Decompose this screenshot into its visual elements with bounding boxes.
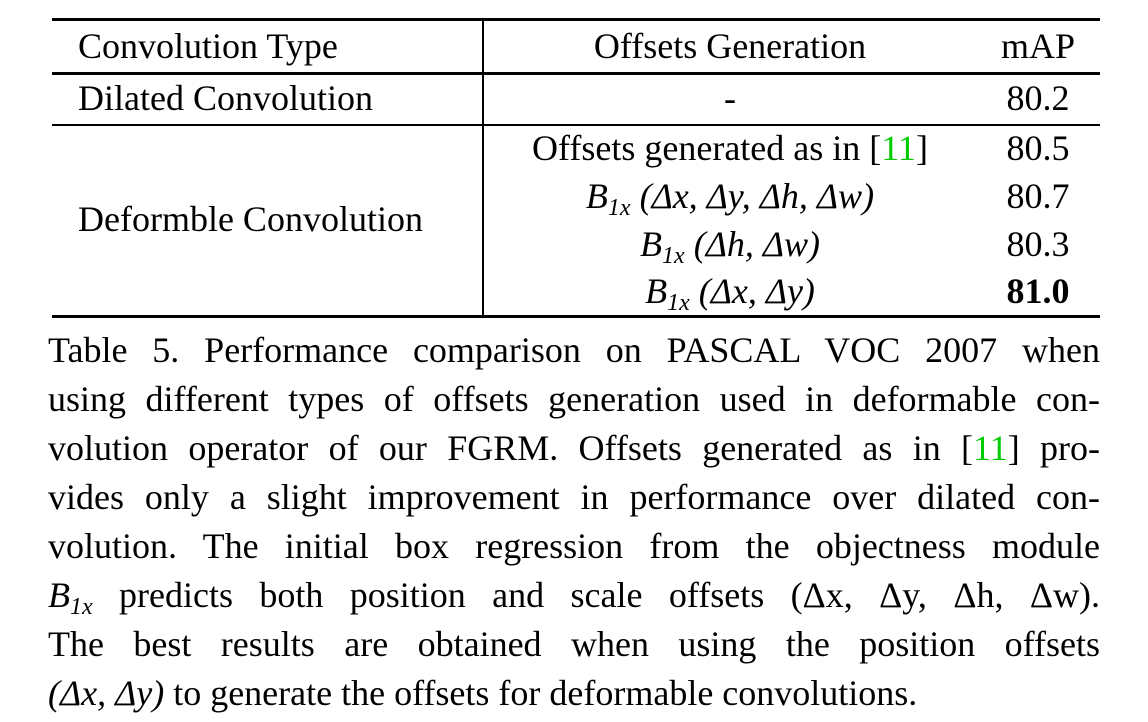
row-deformable-offsets-3: B1x (Δh, Δw) <box>484 224 976 276</box>
offsets-args-scale: (Δh, Δw) <box>693 224 820 264</box>
offsets-args-full: (Δx, Δy, Δh, Δw) <box>639 176 875 216</box>
row-deformable-map-1: 80.5 <box>1006 128 1070 168</box>
caption-line-7: The best results are obtained when using… <box>48 624 1100 664</box>
caption-citation-link[interactable]: 11 <box>973 428 1008 468</box>
offsets-args-position: (Δx, Δy) <box>698 271 815 311</box>
table-column-divider <box>482 21 484 315</box>
b-symbol: B <box>585 176 608 216</box>
b-subscript: 1x <box>662 243 685 269</box>
caption-line-2: using different types of offsets generat… <box>48 379 1100 419</box>
caption-line-6-text: predicts both position and scale offsets… <box>92 575 1100 615</box>
table-top-rule <box>52 18 1100 21</box>
citation-link[interactable]: 11 <box>881 128 916 168</box>
offsets-suffix: ] <box>915 128 928 168</box>
row-deformable-offsets-2: B1x (Δx, Δy, Δh, Δw) <box>484 176 976 228</box>
caption-line-1: Table 5. Performance comparison on PASCA… <box>48 330 1100 370</box>
header-convolution-type: Convolution Type <box>78 26 338 66</box>
caption-line-3: volution operator of our FGRM. Offsets g… <box>48 424 1100 473</box>
b-symbol: B <box>645 271 668 311</box>
header-map: mAP <box>1000 26 1076 66</box>
row-dilated-type: Dilated Convolution <box>78 78 373 118</box>
row-deformable-map-3: 80.3 <box>1006 224 1070 264</box>
header-offsets-generation: Offsets Generation <box>593 26 867 66</box>
caption-b-symbol: B <box>48 575 70 615</box>
caption-line-4: vides only a slight improvement in perfo… <box>48 477 1100 517</box>
caption-line-8-text: to generate the offsets for deformable c… <box>164 673 918 713</box>
b-symbol: B <box>640 224 663 264</box>
row-deformable-map-4-best: 81.0 <box>1006 271 1070 311</box>
row-deformable-offsets-1: Offsets generated as in [11] <box>484 128 976 168</box>
table-caption: Table 5. Performance comparison on PASCA… <box>48 326 1100 718</box>
table-bottom-rule <box>52 315 1100 318</box>
caption-position-args: (Δx, Δy) <box>48 673 165 713</box>
caption-line-6: B1x predicts both position and scale off… <box>48 571 1100 620</box>
row-deformable-offsets-4: B1x (Δx, Δy) <box>484 271 976 323</box>
b-subscript: 1x <box>607 195 631 221</box>
table-group-rule <box>52 124 1100 126</box>
table-header-rule <box>52 72 1100 75</box>
caption-line-8: (Δx, Δy) to generate the offsets for def… <box>48 669 1100 718</box>
offsets-prefix: Offsets generated as in [ <box>532 128 882 168</box>
caption-line-3-text: volution operator of our FGRM. Offsets g… <box>48 428 974 468</box>
caption-line-5: volution. The initial box regression fro… <box>48 526 1100 566</box>
row-dilated-map: 80.2 <box>1006 78 1070 118</box>
row-deformable-type: Deformble Convolution <box>78 199 423 239</box>
results-table: Convolution Type Offsets Generation mAP … <box>52 18 1100 320</box>
b-subscript: 1x <box>667 290 690 316</box>
row-deformable-map-2: 80.7 <box>1006 176 1070 216</box>
caption-b-subscript: 1x <box>70 594 93 620</box>
row-dilated-offsets: - <box>724 78 736 118</box>
caption-line-3-end: ] pro- <box>1007 428 1101 468</box>
